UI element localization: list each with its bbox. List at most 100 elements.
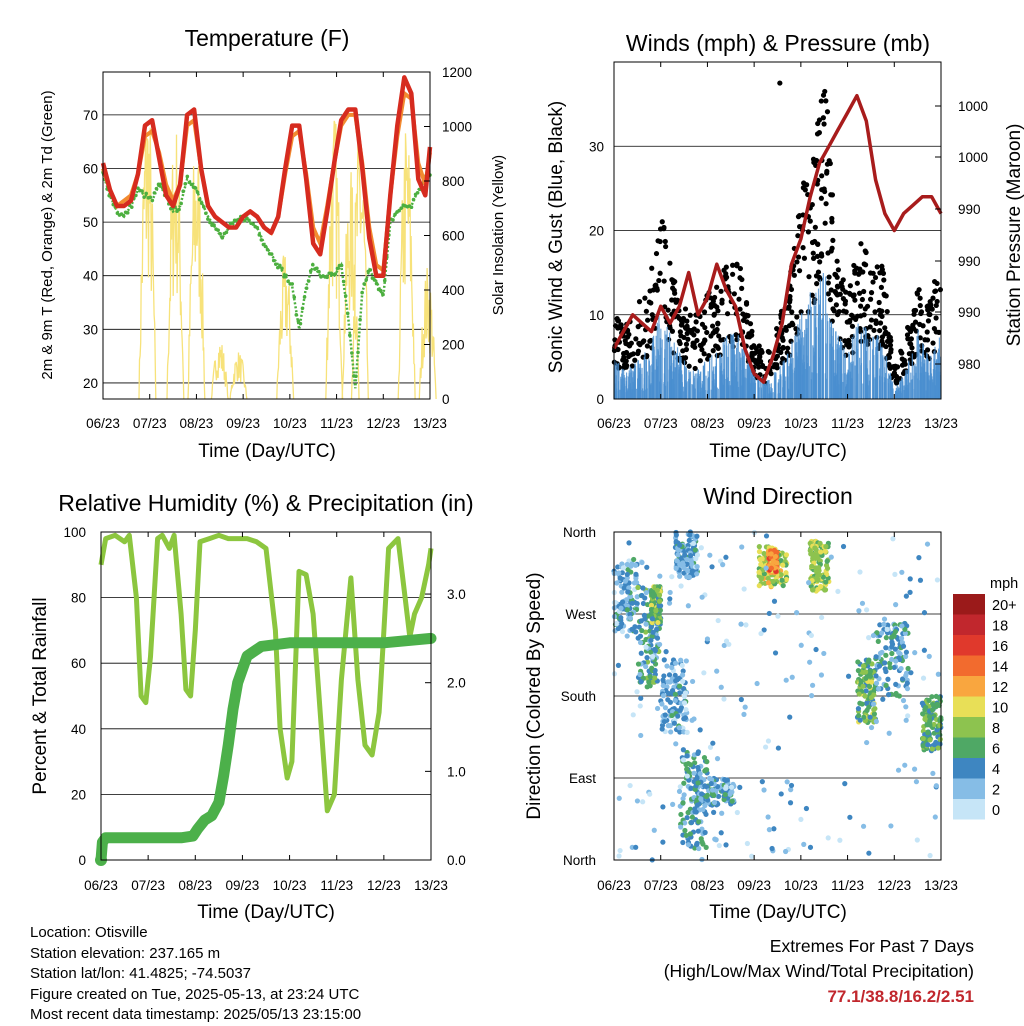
gust-point — [663, 243, 669, 250]
gust-point — [691, 340, 697, 347]
direction-point — [860, 663, 867, 669]
humidity-plot-area — [95, 532, 437, 866]
dewpoint-point — [134, 193, 138, 198]
direction-point — [694, 841, 700, 848]
direction-point — [881, 621, 887, 627]
gust-point — [878, 284, 884, 290]
direction-point — [696, 819, 702, 825]
legend-swatch — [953, 655, 985, 676]
gust-point — [924, 337, 931, 343]
direction-point — [646, 679, 652, 685]
direction-point — [689, 561, 695, 567]
direction-point — [937, 717, 943, 723]
gust-point — [795, 233, 801, 239]
gust-point — [823, 98, 829, 104]
dewpoint-point — [339, 263, 344, 268]
direction-point — [723, 554, 729, 560]
direction-point — [925, 742, 931, 748]
gust-point — [886, 337, 892, 343]
x-tick-label: 12/23 — [367, 878, 401, 893]
direction-point — [729, 789, 735, 795]
direction-point — [704, 767, 710, 773]
direction-point — [709, 777, 715, 783]
direction-point — [883, 635, 889, 641]
direction-point — [749, 853, 755, 859]
dewpoint-point — [360, 290, 364, 295]
direction-point — [914, 837, 920, 843]
direction-point — [873, 680, 880, 686]
direction-point — [652, 675, 658, 681]
direction-point — [873, 718, 879, 725]
gust-point — [801, 255, 808, 261]
direction-point — [734, 809, 740, 816]
direction-point — [921, 610, 928, 616]
solar-y-tick-label: 1200 — [442, 65, 472, 80]
gust-point — [851, 292, 857, 298]
x-tick-label: 11/23 — [320, 416, 353, 431]
gust-point — [881, 291, 887, 297]
direction-point — [655, 619, 661, 626]
direction-point — [624, 561, 630, 568]
direction-point — [823, 543, 829, 550]
direction-point — [627, 615, 634, 621]
direction-point — [788, 786, 794, 793]
direction-point — [904, 686, 911, 692]
humidity-y-tick-label: 100 — [63, 525, 86, 540]
dewpoint-point — [345, 311, 350, 316]
direction-point — [680, 757, 687, 763]
direction-point — [673, 678, 679, 684]
direction-point — [680, 747, 686, 753]
direction-point — [704, 759, 710, 765]
direction-point — [784, 779, 790, 785]
x-tick-label: 13/23 — [414, 878, 448, 893]
dewpoint-point — [185, 174, 190, 179]
dewpoint-point — [154, 186, 159, 191]
direction-point — [723, 784, 729, 790]
legend-label: 4 — [992, 762, 1000, 778]
gust-point — [827, 297, 834, 303]
direction-point — [932, 814, 938, 820]
direction-point — [924, 541, 931, 547]
gust-point — [847, 317, 853, 324]
humidity-ylabel: Percent & Total Rainfall — [30, 597, 51, 794]
dewpoint-point — [397, 208, 401, 213]
gust-point — [828, 192, 834, 198]
direction-point — [761, 787, 767, 793]
gust-point — [849, 312, 855, 318]
direction-point — [902, 630, 908, 636]
direction-point — [616, 853, 622, 859]
direction-point — [654, 635, 661, 641]
gust-point — [730, 271, 736, 277]
direction-point — [771, 598, 778, 604]
direction-point — [699, 791, 705, 797]
direction-point — [886, 692, 892, 698]
gust-point — [817, 259, 823, 265]
gust-point — [814, 281, 820, 287]
gust-point — [780, 345, 786, 351]
direction-point — [678, 824, 684, 830]
direction-point — [813, 646, 819, 653]
direction-point — [870, 701, 877, 707]
gust-point — [694, 328, 701, 334]
direction-point — [778, 791, 784, 797]
direction-point — [768, 565, 774, 571]
direction-point — [702, 803, 708, 809]
gust-point — [814, 253, 821, 259]
gust-point — [852, 270, 858, 276]
dewpoint-point — [206, 217, 210, 221]
direction-point — [780, 582, 786, 589]
recent-timestamp: Most recent data timestamp: 2025/05/13 2… — [30, 1006, 362, 1023]
gust-point — [723, 274, 730, 280]
direction-point — [678, 705, 685, 711]
dewpoint-point — [350, 351, 354, 355]
direction-point — [789, 674, 795, 680]
direction-point — [695, 764, 701, 771]
humidity-y-tick-label: 20 — [71, 787, 86, 802]
direction-point — [634, 594, 640, 600]
direction-point — [711, 809, 717, 815]
direction-point — [662, 712, 668, 718]
direction-point — [644, 564, 650, 570]
dewpoint-point — [411, 197, 416, 202]
gust-point — [713, 328, 719, 335]
gust-point — [657, 226, 664, 232]
